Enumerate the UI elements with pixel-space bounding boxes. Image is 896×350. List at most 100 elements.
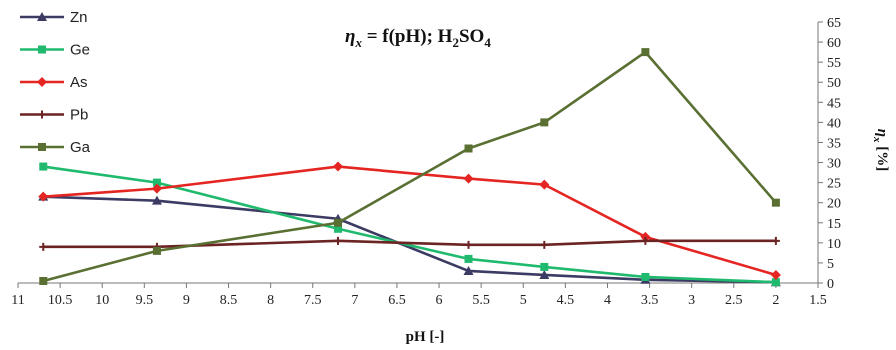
data-point-ga <box>771 198 780 207</box>
legend-marker-ga <box>38 143 46 151</box>
x-tick-label: 7.5 <box>304 293 322 308</box>
series-zn <box>38 191 781 287</box>
x-tick-label: 5 <box>520 293 527 308</box>
x-tick-label: 8 <box>267 293 274 308</box>
data-point-ga <box>334 218 342 227</box>
title-so: SO <box>459 26 484 47</box>
legend-label-zn: Zn <box>70 9 88 26</box>
x-tick-label: 10.5 <box>48 293 73 308</box>
x-axis-title: pH [-] <box>406 329 445 345</box>
data-point-as <box>463 173 474 184</box>
y-title-unit: [%] <box>874 142 890 171</box>
x-tick-label: 8.5 <box>220 293 238 308</box>
legend-marker-zn <box>37 12 47 21</box>
data-point-ga <box>39 276 48 285</box>
data-point-pb <box>771 236 780 245</box>
data-point-as <box>151 183 162 194</box>
legend-marker-pb <box>38 110 46 119</box>
y-tick-label: 55 <box>827 56 841 71</box>
title-sub-2: 2 <box>452 35 459 50</box>
legend-label-ga: Ga <box>70 139 91 156</box>
legend-item-zn: Zn <box>20 9 88 26</box>
y-tick-label: 35 <box>827 136 841 151</box>
y-tick-label: 15 <box>827 217 841 232</box>
data-point-pb <box>464 240 473 249</box>
x-tick-label: 4.5 <box>557 293 575 308</box>
chart-title: ηx = f(pH); H2SO4 <box>345 26 491 50</box>
data-point-ge <box>464 254 473 263</box>
data-point-ga <box>540 118 549 127</box>
x-tick-label: 2.5 <box>725 293 743 308</box>
data-point-ge <box>540 262 549 271</box>
data-point-as <box>539 179 550 190</box>
x-tick-label: 6.5 <box>388 293 406 308</box>
series-ge <box>39 162 780 287</box>
data-point-ga <box>464 144 473 153</box>
legend-marker-ge <box>38 45 46 54</box>
x-tick-label: 2 <box>772 293 779 308</box>
legend-label-ge: Ge <box>70 42 90 59</box>
title-sub-4: 4 <box>484 35 491 50</box>
y-tick-label: 25 <box>827 177 841 192</box>
data-point-pb <box>540 240 549 249</box>
x-tick-label: 7 <box>351 293 358 308</box>
legend-item-ga: Ga <box>20 139 91 156</box>
data-point-ga <box>641 48 650 57</box>
title-eta: η <box>345 26 355 47</box>
x-tick-label: 9 <box>183 293 190 308</box>
legend-label-pb: Pb <box>70 107 88 124</box>
y-tick-label: 10 <box>827 237 841 252</box>
x-tick-label: 3 <box>688 293 695 308</box>
data-point-as <box>38 191 49 202</box>
y-tick-label: 5 <box>827 257 834 272</box>
data-point-zn <box>151 195 162 205</box>
data-point-ge <box>152 178 161 187</box>
y-tick-label: 50 <box>827 76 841 91</box>
x-tick-label: 4 <box>604 293 611 308</box>
data-point-ge <box>39 162 48 171</box>
legend-item-as: As <box>20 74 88 91</box>
y-tick-label: 0 <box>827 277 834 292</box>
legend: Zn Ge As Pb Ga <box>20 9 91 156</box>
data-point-zn <box>539 269 550 279</box>
data-point-as <box>770 269 781 280</box>
x-tick-label: 1.5 <box>809 293 827 308</box>
legend-item-pb: Pb <box>20 107 88 124</box>
x-tick-label: 5.5 <box>472 293 490 308</box>
data-point-ge <box>641 272 650 281</box>
title-mid: = f(pH); H <box>362 26 453 47</box>
y-tick-label: 20 <box>827 197 841 212</box>
axes: 11 10.5 10 9.5 9 8.5 8 7.5 7 6.5 6 5.5 5 4.5 4 3.5 3 2.5 2… <box>11 16 841 308</box>
x-tick-label: 11 <box>11 293 24 308</box>
y-tick-label: 45 <box>827 96 841 111</box>
x-tick-label: 6 <box>436 293 443 308</box>
legend-marker-as <box>37 77 47 87</box>
data-point-zn <box>463 265 474 275</box>
data-point-pb <box>334 236 342 245</box>
y-tick-label: 65 <box>827 16 841 31</box>
y-axis-title: ηx [%] <box>871 129 890 171</box>
series-layer <box>38 48 781 287</box>
y-tick-label: 40 <box>827 116 841 131</box>
data-point-as <box>640 231 651 242</box>
y-tick-label: 30 <box>827 157 841 172</box>
series-ga <box>39 48 780 285</box>
y-title-eta: η <box>874 129 890 137</box>
data-point-ge <box>334 224 342 233</box>
series-line-zn <box>43 195 776 284</box>
y-tick-label: 60 <box>827 36 841 51</box>
data-point-pb <box>39 242 48 251</box>
data-point-as <box>333 161 343 172</box>
data-point-ge <box>771 278 780 287</box>
series-as <box>38 161 781 280</box>
series-pb <box>39 236 780 251</box>
x-tick-label: 9.5 <box>136 293 154 308</box>
x-tick-label: 3.5 <box>641 293 659 308</box>
legend-label-as: As <box>70 74 88 91</box>
data-point-ga <box>152 246 161 255</box>
x-tick-label: 10 <box>95 293 109 308</box>
title-sub-x: x <box>354 35 362 50</box>
data-point-pb <box>641 236 650 245</box>
legend-item-ge: Ge <box>20 42 90 59</box>
